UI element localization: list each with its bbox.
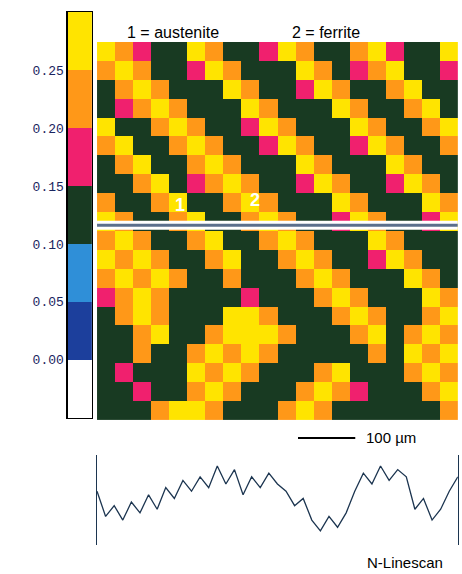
- svg-text:0.05: 0.05: [33, 295, 64, 310]
- svg-text:0.20: 0.20: [33, 122, 64, 137]
- svg-text:0.10: 0.10: [33, 238, 64, 253]
- svg-text:0.15: 0.15: [33, 180, 64, 195]
- svg-text:0.25: 0.25: [33, 64, 64, 79]
- svg-text:1 = austenite: 1 = austenite: [127, 24, 219, 41]
- svg-text:2: 2: [250, 190, 260, 210]
- svg-text:N-Linescan: N-Linescan: [367, 554, 443, 571]
- svg-text:100 µm: 100 µm: [366, 429, 416, 446]
- svg-text:2 = ferrite: 2 = ferrite: [292, 24, 360, 41]
- svg-text:0.00: 0.00: [33, 353, 64, 368]
- svg-text:1: 1: [175, 195, 185, 215]
